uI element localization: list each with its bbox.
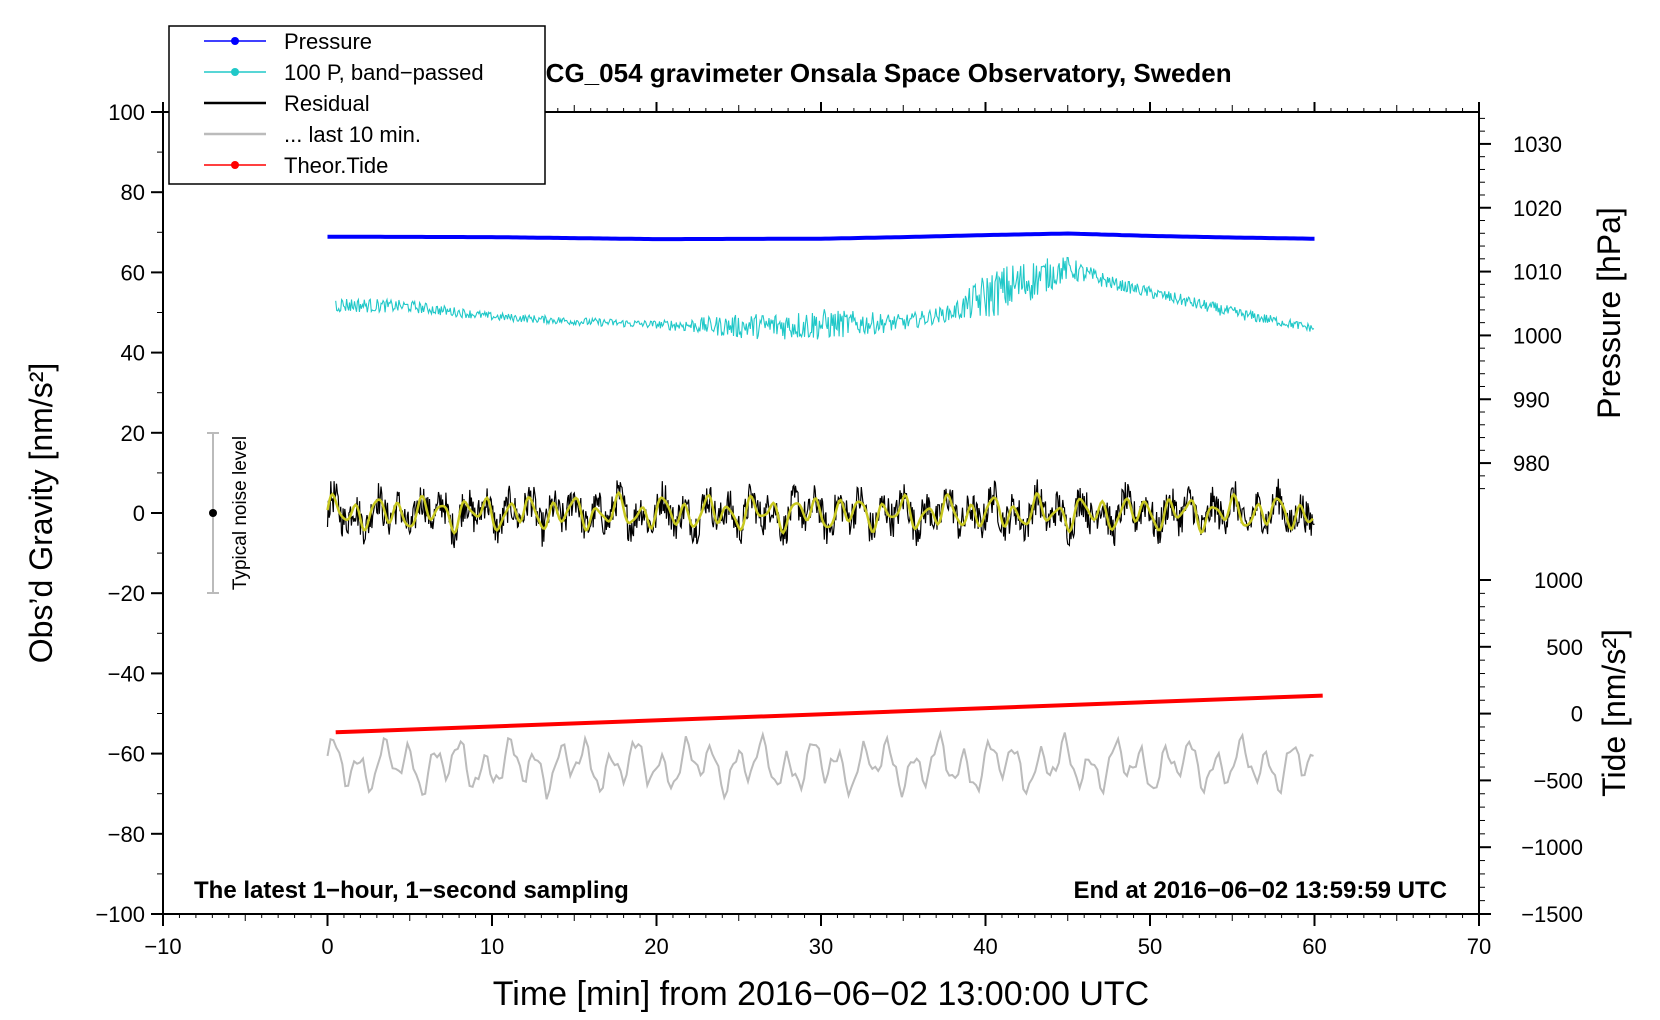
x-tick-label: 0 xyxy=(321,934,333,959)
legend-marker xyxy=(231,68,239,76)
tide-tick-label: 0 xyxy=(1571,702,1583,727)
end-time-annotation: End at 2016−06−02 13:59:59 UTC xyxy=(1073,877,1447,904)
noise-level-indicator: Typical noise level xyxy=(207,432,251,594)
y-tick-label: 60 xyxy=(121,260,145,285)
tide-tick-label: −500 xyxy=(1533,768,1583,793)
sampling-annotation: The latest 1−hour, 1−second sampling xyxy=(194,877,629,904)
noise-center-dot xyxy=(209,509,217,517)
tide-tick-label: −1000 xyxy=(1521,835,1583,860)
legend-label: ... last 10 min. xyxy=(284,122,421,147)
x-tick-label: 30 xyxy=(809,934,833,959)
y-axis-label-pressure: Pressure [hPa] xyxy=(1591,207,1627,419)
y-tick-label: 100 xyxy=(108,100,145,125)
y-tick-label: 40 xyxy=(121,341,145,366)
y-tick-label: −80 xyxy=(108,822,145,847)
pressure-tick-label: 1030 xyxy=(1513,132,1562,157)
y-tick-label: −60 xyxy=(108,742,145,767)
x-tick-label: 10 xyxy=(480,934,504,959)
chart-title: SCG_054 gravimeter Onsala Space Observat… xyxy=(528,58,1231,88)
y-axis-label-gravity: Obs’d Gravity [nm/s²] xyxy=(23,363,59,664)
x-tick-label: 20 xyxy=(644,934,668,959)
tide-tick-label: 1000 xyxy=(1534,568,1583,593)
x-tick-label: 50 xyxy=(1138,934,1162,959)
legend-label: Theor.Tide xyxy=(284,153,388,178)
pressure-tick-label: 980 xyxy=(1513,451,1550,476)
legend-item: Residual xyxy=(204,91,370,116)
legend-item: 100 P, band−passed xyxy=(204,60,484,85)
series-residual-smoothed xyxy=(326,490,1314,536)
y-tick-label: −20 xyxy=(108,581,145,606)
legend: Pressure 100 P, band−passed Residual ... la… xyxy=(168,25,546,185)
tide-tick-label: 500 xyxy=(1546,635,1583,660)
pressure-tick-label: 1000 xyxy=(1513,323,1562,348)
y-tick-label: −100 xyxy=(95,902,145,927)
legend-item: ... last 10 min. xyxy=(204,122,421,147)
series-layer xyxy=(326,231,1323,801)
axis-ticks: −10 0 10 20 30 40 50 60 70−100−80−60−40−20020406… xyxy=(95,100,1583,959)
legend-marker xyxy=(231,161,239,169)
legend-marker xyxy=(231,37,239,45)
pressure-tick-label: 1010 xyxy=(1513,260,1562,285)
legend-label: 100 P, band−passed xyxy=(284,60,484,85)
legend-label: Residual xyxy=(284,91,370,116)
x-tick-label: 40 xyxy=(973,934,997,959)
y-tick-label: 20 xyxy=(121,421,145,446)
x-axis-label: Time [min] from 2016−06−02 13:00:00 UTC xyxy=(493,975,1149,1013)
y-axis-label-tide: Tide [nm/s²] xyxy=(1596,629,1632,797)
x-tick-label: 60 xyxy=(1302,934,1326,959)
series-pressure xyxy=(327,231,1315,242)
noise-label: Typical noise level xyxy=(230,436,251,590)
legend-items: Pressure 100 P, band−passed Residual ... la… xyxy=(204,29,484,178)
y-tick-label: 80 xyxy=(121,180,145,205)
legend-box xyxy=(168,25,546,185)
series-pressure-band-passed xyxy=(335,256,1315,340)
legend-item: Theor.Tide xyxy=(204,153,388,178)
y-tick-label: −40 xyxy=(108,661,145,686)
x-tick-label: −10 xyxy=(144,934,181,959)
pressure-tick-label: 990 xyxy=(1513,387,1550,412)
legend-label: Pressure xyxy=(284,29,372,54)
series-last-10-min xyxy=(326,729,1314,801)
tide-tick-label: −1500 xyxy=(1521,902,1583,927)
pressure-tick-label: 1020 xyxy=(1513,196,1562,221)
series-theor-tide xyxy=(335,693,1323,735)
y-tick-label: 0 xyxy=(133,501,145,526)
x-tick-label: 70 xyxy=(1467,934,1491,959)
legend-item: Pressure xyxy=(204,29,372,54)
